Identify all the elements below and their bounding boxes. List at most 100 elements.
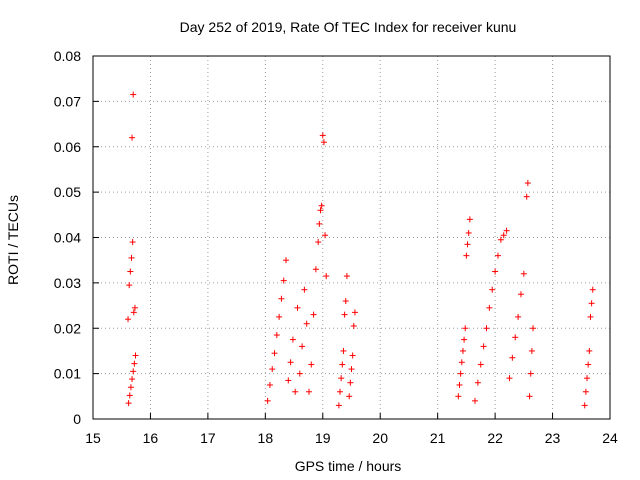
- data-point-plus: [340, 347, 347, 354]
- data-point-plus: [127, 268, 134, 275]
- data-point-plus: [126, 282, 133, 289]
- data-point-plus: [305, 388, 312, 395]
- data-point-plus: [466, 216, 473, 223]
- data-point-plus: [581, 402, 588, 409]
- data-point-plus: [347, 379, 354, 386]
- y-tick-label: 0.02: [54, 320, 81, 336]
- data-point-plus: [310, 311, 317, 318]
- data-point-plus: [280, 277, 287, 284]
- data-point-plus: [337, 388, 344, 395]
- data-point-plus: [512, 334, 519, 341]
- data-point-plus: [494, 252, 501, 259]
- y-tick-label: 0.07: [54, 93, 81, 109]
- data-point-plus: [492, 268, 499, 275]
- data-point-plus: [125, 316, 132, 323]
- data-point-plus: [276, 313, 283, 320]
- data-point-plus: [585, 361, 592, 368]
- data-point-plus: [320, 139, 327, 146]
- data-point-plus: [465, 229, 472, 236]
- data-point-plus: [269, 366, 276, 373]
- data-point-plus: [480, 343, 487, 350]
- data-point-plus: [588, 300, 595, 307]
- data-point-plus: [301, 286, 308, 293]
- data-point-plus: [131, 360, 138, 367]
- data-point-plus: [461, 336, 468, 343]
- data-point-plus: [129, 134, 136, 141]
- data-point-plus: [346, 393, 353, 400]
- data-point-plus: [523, 193, 530, 200]
- data-point-plus: [526, 393, 533, 400]
- data-point-plus: [285, 377, 292, 384]
- data-point-plus: [486, 304, 493, 311]
- data-point-plus: [303, 320, 310, 327]
- grid-layer: [93, 56, 610, 419]
- y-axis-title: ROTI / TECUs: [5, 195, 21, 285]
- data-point-plus: [315, 239, 322, 246]
- data-point-plus: [455, 393, 462, 400]
- data-point-plus: [129, 376, 136, 383]
- data-point-plus: [524, 180, 531, 187]
- x-tick-label: 24: [602, 430, 618, 446]
- y-tick-label: 0.08: [54, 48, 81, 64]
- x-tick-label: 16: [143, 430, 159, 446]
- data-point-plus: [129, 239, 136, 246]
- data-point-plus: [456, 381, 463, 388]
- data-point-plus: [338, 375, 345, 382]
- data-point-plus: [317, 207, 324, 214]
- data-point-plus: [351, 309, 358, 316]
- data-point-plus: [341, 311, 348, 318]
- data-point-plus: [287, 359, 294, 366]
- x-tick-label: 18: [258, 430, 274, 446]
- data-point-plus: [266, 381, 273, 388]
- data-point-plus: [589, 286, 596, 293]
- data-point-plus: [312, 266, 319, 273]
- point-layer: [125, 91, 596, 409]
- y-tick-label: 0.01: [54, 366, 81, 382]
- x-tick-label: 20: [372, 430, 388, 446]
- data-point-plus: [515, 313, 522, 320]
- data-point-plus: [509, 354, 516, 361]
- data-point-plus: [463, 252, 470, 259]
- data-point-plus: [132, 352, 139, 359]
- data-point-plus: [489, 286, 496, 293]
- data-point-plus: [318, 202, 325, 209]
- data-point-plus: [586, 347, 593, 354]
- data-point-plus: [464, 241, 471, 248]
- y-tick-label: 0.03: [54, 275, 81, 291]
- data-point-plus: [308, 361, 315, 368]
- data-point-plus: [350, 322, 357, 329]
- data-point-plus: [278, 295, 285, 302]
- data-point-plus: [322, 232, 329, 239]
- data-point-plus: [296, 370, 303, 377]
- plot-frame: [92, 55, 611, 420]
- data-point-plus: [130, 309, 137, 316]
- data-point-plus: [459, 347, 466, 354]
- data-point-plus: [587, 313, 594, 320]
- data-point-plus: [457, 370, 464, 377]
- data-point-plus: [316, 220, 323, 227]
- data-point-plus: [271, 350, 278, 357]
- x-tick-label: 22: [487, 430, 503, 446]
- data-point-plus: [500, 232, 507, 239]
- data-point-plus: [289, 336, 296, 343]
- data-point-plus: [520, 270, 527, 277]
- data-point-plus: [131, 304, 138, 311]
- data-point-plus: [527, 370, 534, 377]
- data-point-plus: [335, 402, 342, 409]
- data-point-plus: [264, 397, 271, 404]
- data-point-plus: [530, 325, 537, 332]
- x-axis-title: GPS time / hours: [295, 458, 402, 474]
- data-point-plus: [292, 388, 299, 395]
- data-point-plus: [497, 236, 504, 243]
- data-point-plus: [294, 304, 301, 311]
- chart-title: Day 252 of 2019, Rate Of TEC Index for r…: [180, 19, 517, 35]
- data-point-plus: [462, 325, 469, 332]
- data-point-plus: [348, 366, 355, 373]
- data-point-plus: [342, 298, 349, 305]
- data-point-plus: [339, 361, 346, 368]
- tick-layer: 15 16 17 18 19 20 21 22 23 24 0 0.01 0.02 0.03 0.04 0.0…: [54, 48, 618, 446]
- data-point-plus: [323, 273, 330, 280]
- data-point-plus: [273, 332, 280, 339]
- x-tick-label: 19: [315, 430, 331, 446]
